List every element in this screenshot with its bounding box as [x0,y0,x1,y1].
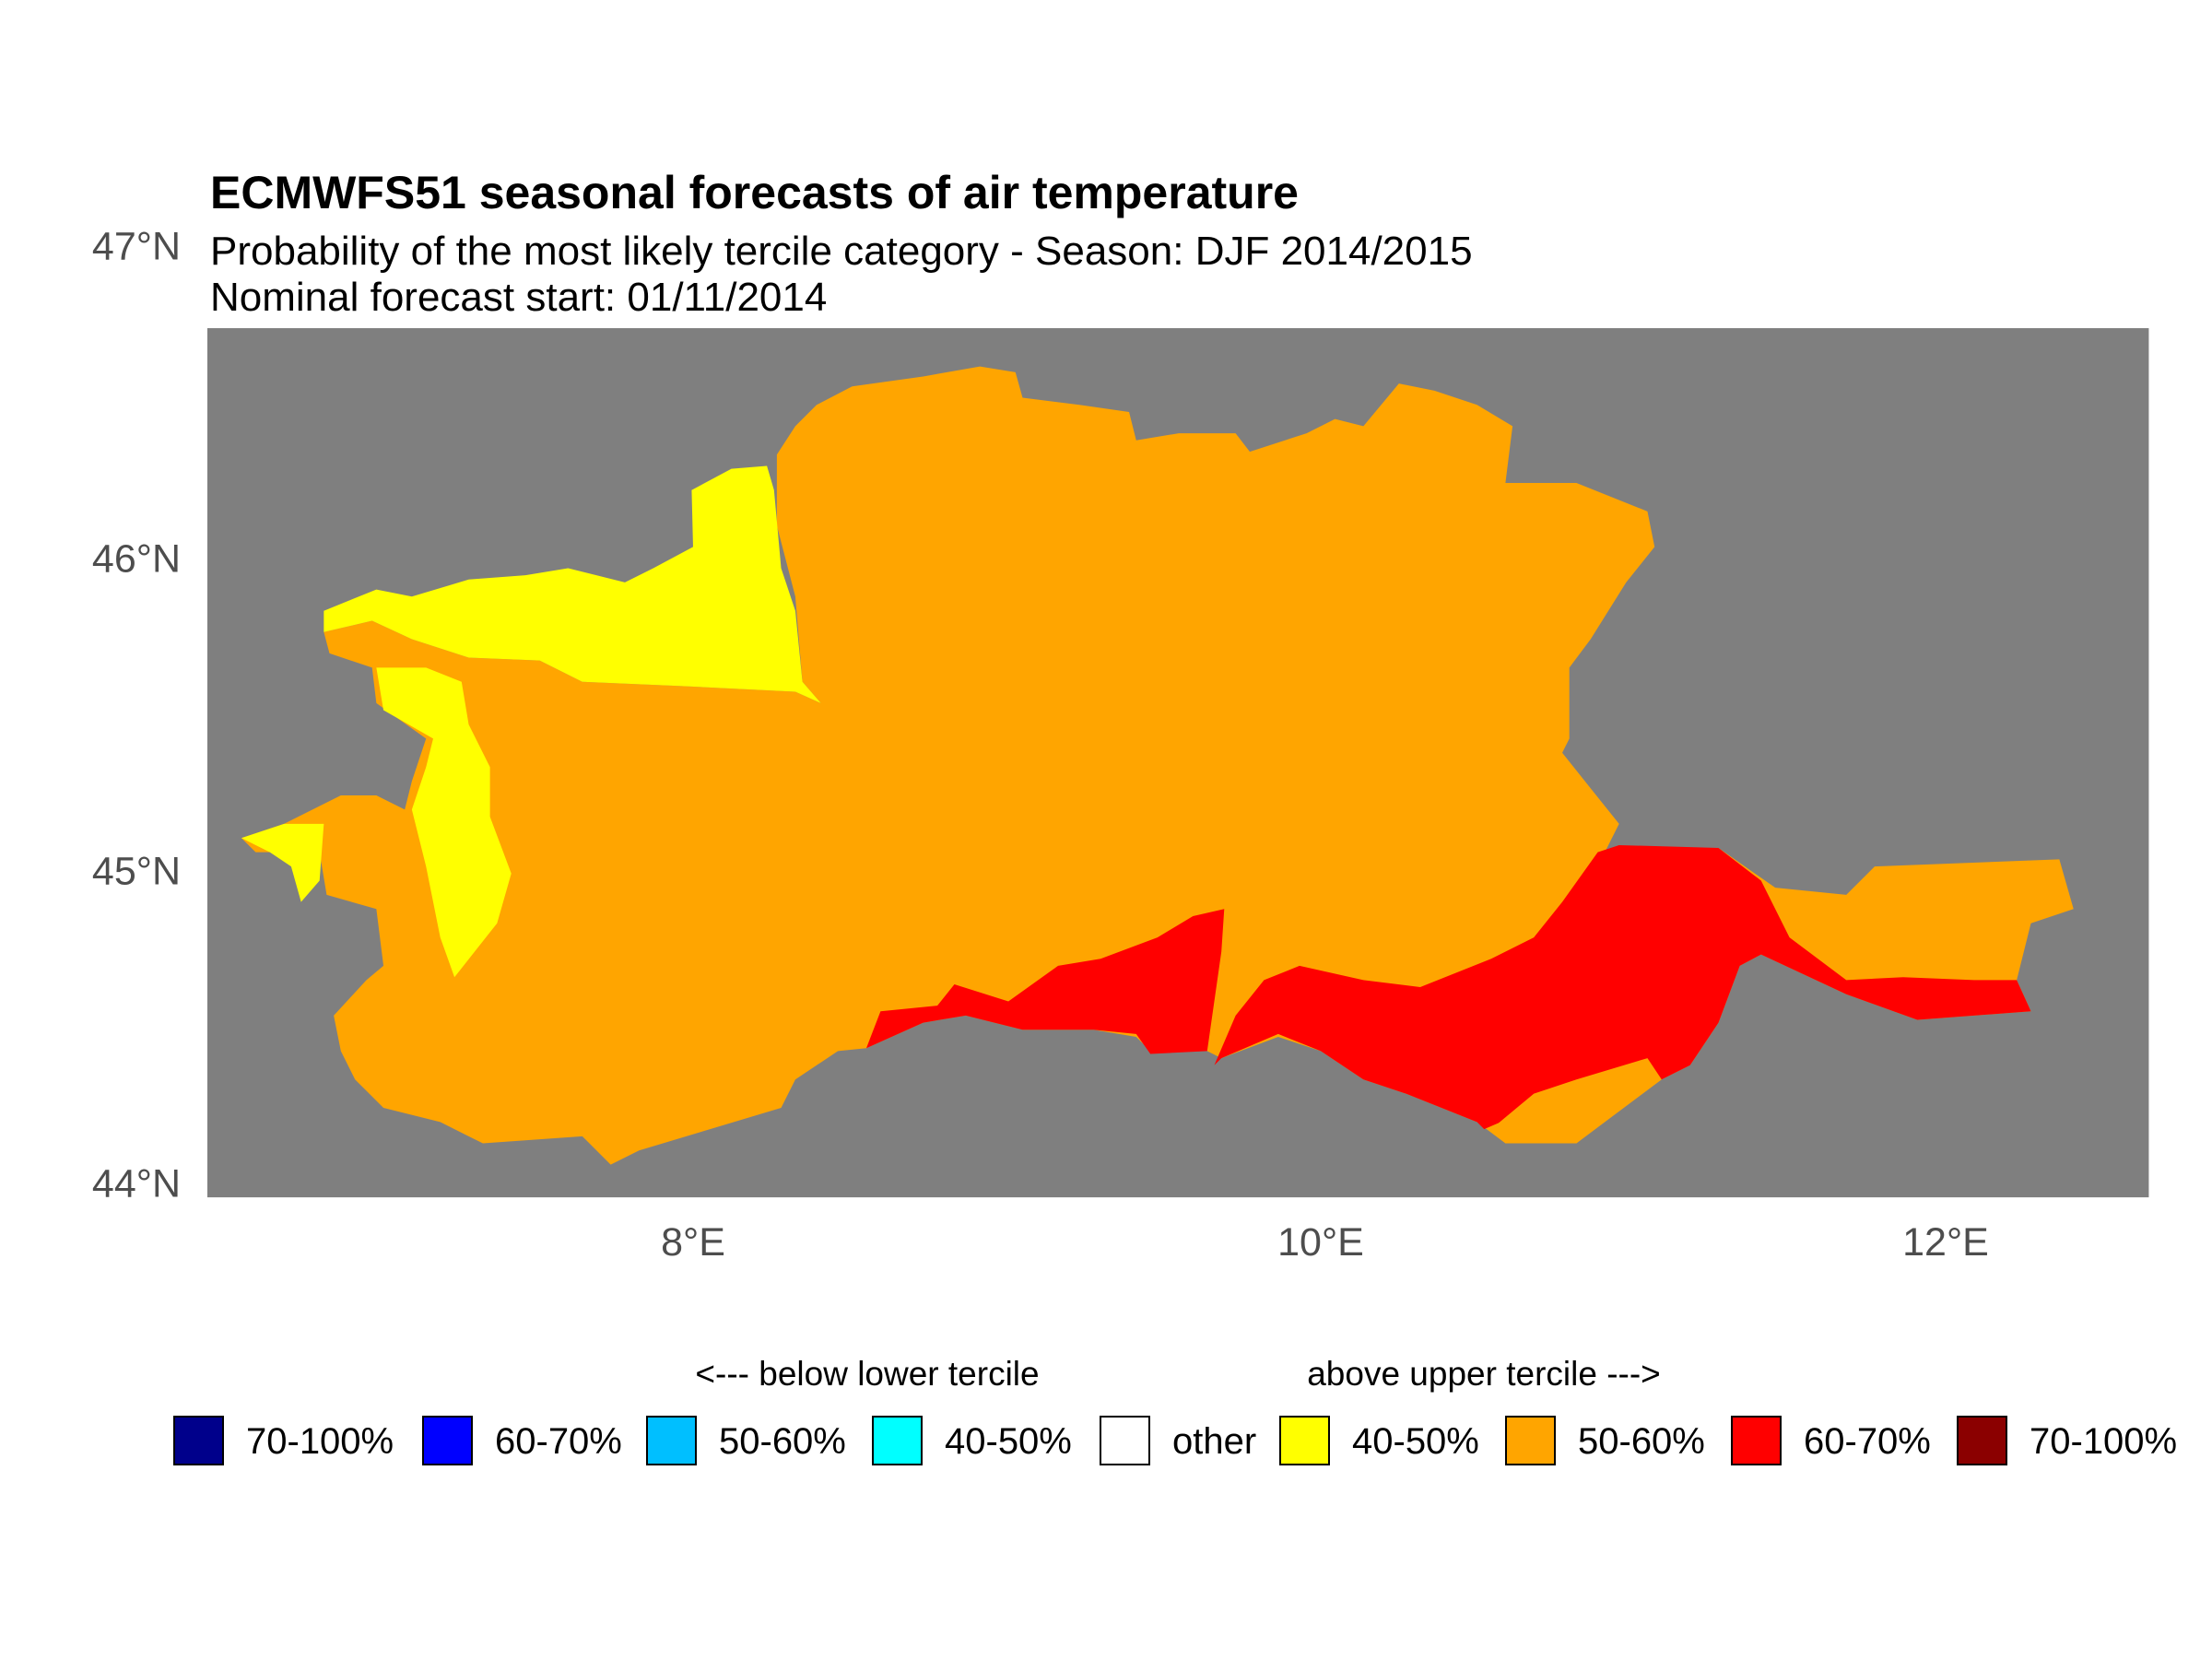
region-red-strip [865,909,1225,1054]
legend-label: 70-100% [2030,1421,2178,1462]
legend-swatch [872,1416,923,1465]
region-red-main [1214,844,2031,1130]
lat-tick-label: 44°N [91,1161,181,1206]
legend-label: 60-70% [1804,1421,1931,1462]
chart-title: ECMWFS51 seasonal forecasts of air tempe… [210,167,1299,218]
legend-label: 50-60% [719,1421,846,1462]
legend-label: 70-100% [246,1421,394,1462]
legend-swatch [173,1416,224,1465]
legend-swatch [1100,1416,1150,1465]
lon-tick-label: 10°E [1277,1220,1364,1265]
legend-below-heading: <--- below lower tercile [695,1355,1040,1393]
legend-swatch [1505,1416,1556,1465]
legend-swatch [1731,1416,1782,1465]
legend-swatch [422,1416,473,1465]
region-orange-south-patch [1490,1058,1662,1144]
legend-swatch [646,1416,697,1465]
legend-above-heading: above upper tercile ---> [1307,1355,1661,1393]
legend-label: 50-60% [1578,1421,1705,1462]
lon-tick-label: 12°E [1902,1220,1989,1265]
lat-tick-label: 45°N [91,849,181,894]
legend-label: 40-50% [1352,1421,1479,1462]
chart-subtitle: Probability of the most likely tercile c… [210,229,1473,274]
lon-tick-label: 8°E [661,1220,725,1265]
region-yellow-small [241,823,324,902]
legend-label: 40-50% [945,1421,1072,1462]
region-yellow-northwest [324,465,821,703]
legend-swatch [1279,1416,1330,1465]
region-yellow-west-strip [376,667,512,978]
legend-label: 60-70% [495,1421,622,1462]
lat-tick-label: 46°N [91,536,181,582]
forecast-start: Nominal forecast start: 01/11/2014 [210,275,828,320]
lat-tick-label: 47°N [91,224,181,269]
legend-label: other [1172,1421,1257,1462]
legend-swatch [1957,1416,2007,1465]
